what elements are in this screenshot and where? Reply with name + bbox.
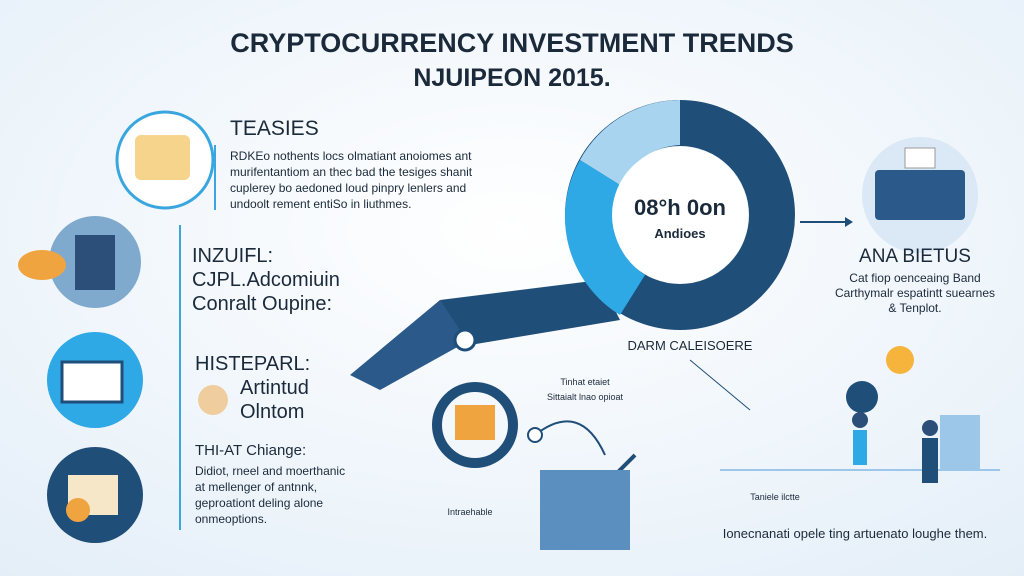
icon	[455, 405, 495, 440]
icon	[66, 498, 90, 522]
small-label: Tinhat etaiet	[560, 377, 610, 387]
donut-sub: Andioes	[654, 226, 705, 241]
icon	[60, 360, 124, 404]
icon	[846, 381, 878, 413]
section-heading: TEASIES	[230, 117, 319, 140]
section-heading: INZUIFL:	[192, 245, 273, 267]
connector	[534, 420, 606, 456]
section-line: Olntom	[240, 401, 304, 423]
panel-line: Cat fiop oenceaing Band	[849, 271, 980, 285]
section-line: at mellenger of antnnk,	[195, 480, 317, 494]
section-line: RDKEo nothents locs olmatiant anoiomes a…	[230, 149, 472, 163]
donut-segment	[580, 100, 680, 185]
section-line: Didiot, rneel and moerthanic	[195, 464, 345, 478]
person	[922, 420, 938, 436]
sun	[886, 346, 914, 374]
icon	[904, 147, 936, 169]
section-line: Conralt Oupine:	[192, 293, 332, 315]
arrow-shaft	[440, 280, 620, 345]
label: DARM CALEISOERE	[628, 338, 753, 353]
section-line: Artintud	[240, 377, 309, 399]
section-line: undoolt rement entiSo in liuthmes.	[230, 197, 411, 211]
arrow-head	[845, 217, 853, 227]
arrow-tail	[350, 300, 470, 390]
icon	[135, 135, 190, 180]
title: CRYPTOCURRENCY INVESTMENT TRENDS	[230, 28, 794, 58]
person	[853, 430, 867, 465]
person	[852, 412, 868, 428]
person	[922, 438, 938, 483]
small-label: Sittaialt lnao opioat	[547, 392, 624, 402]
panel-heading: ANA BIETUS	[859, 246, 971, 267]
icon	[198, 385, 228, 415]
section-line: cuplerey bo aedoned loud pinpry lenlers …	[230, 181, 466, 195]
section-line: murifentantiom an thec bad the tesiges s…	[230, 165, 473, 179]
footer-text: Ionecnanati opele ting artuenato loughe …	[723, 526, 988, 541]
connector	[689, 359, 751, 411]
section-line: CJPL.Adcomiuin	[192, 269, 340, 291]
node	[453, 328, 477, 352]
section-line: geproationt deling alone	[195, 496, 323, 510]
building	[540, 470, 630, 550]
icon	[875, 170, 965, 220]
section-heading: THI-AT Chiange:	[195, 442, 306, 459]
donut-hole	[612, 147, 748, 283]
section-line: onmeoptions.	[195, 512, 267, 526]
donut-title: 08°h 0on	[634, 195, 726, 220]
small-label: Taniele ilctte	[750, 492, 800, 502]
donut-segment	[564, 160, 645, 315]
panel-line: Carthymalr espatintt suearnes	[835, 286, 995, 300]
panel-line: & Tenplot.	[888, 301, 941, 315]
section-heading: HISTEPARL:	[195, 353, 310, 375]
node	[527, 427, 543, 443]
small-label: Intraehable	[447, 507, 492, 517]
building	[940, 415, 980, 470]
icon	[18, 250, 66, 280]
icon	[75, 235, 115, 290]
subtitle: NJUIPEON 2015.	[413, 64, 610, 92]
ring	[432, 382, 518, 468]
